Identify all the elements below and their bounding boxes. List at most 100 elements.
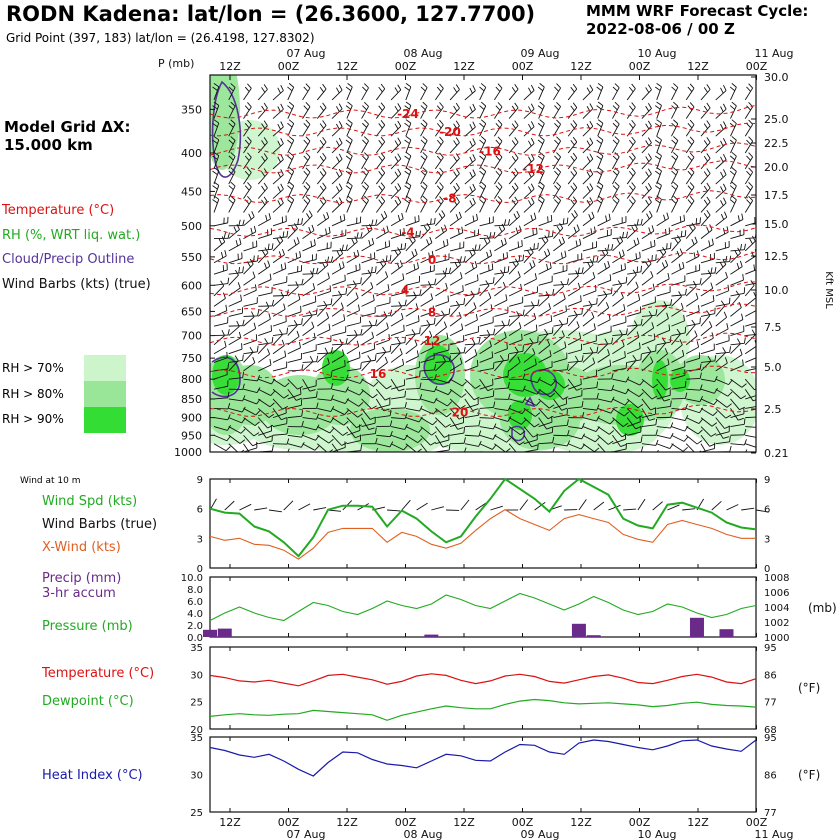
wind-barb-flag	[639, 380, 645, 386]
wind-barb-flag	[746, 139, 751, 145]
wind-barb	[464, 202, 476, 213]
wind-barb-flag	[474, 244, 477, 251]
bottom-date-label: 08 Aug	[404, 828, 443, 840]
wind-barb-flag	[397, 168, 402, 175]
wind-barb	[449, 201, 460, 213]
wind-barb-flag	[404, 155, 410, 160]
wind-barb	[538, 185, 545, 199]
wind-barb	[730, 443, 745, 446]
wind-barb	[317, 303, 332, 307]
wind-barb-flag	[537, 336, 539, 343]
wind-barb-flag	[593, 458, 598, 461]
wind-barb	[361, 398, 372, 410]
wind-barb-flag	[714, 354, 717, 362]
wind-barb-flag	[380, 196, 386, 202]
wind-barb-flag	[254, 284, 257, 291]
wind-barb-flag	[628, 155, 634, 162]
wind-barb-flag	[472, 85, 476, 91]
wind-barb	[671, 374, 686, 380]
wind-barb-flag	[634, 223, 638, 230]
wind-barb	[464, 295, 475, 307]
wind-barb-flag	[554, 170, 559, 176]
wind-barb-flag	[399, 260, 403, 267]
wind-barb	[302, 259, 317, 264]
wind-barb	[331, 280, 346, 286]
wind-barb	[523, 159, 535, 170]
wind-barb	[715, 362, 728, 372]
wind-barb-flag	[591, 211, 595, 218]
wind-barb	[656, 329, 670, 337]
wind-barb-flag	[517, 356, 521, 363]
wind-barb	[568, 434, 582, 440]
wind-barb-flag	[420, 199, 426, 204]
wind-barb	[464, 354, 477, 363]
wind-barb-flag	[469, 106, 473, 113]
wind-barb	[331, 89, 343, 101]
wind-barb	[213, 443, 227, 452]
wind-barb-flag	[263, 102, 268, 109]
wind-barb-flag	[478, 337, 481, 344]
wind-barb	[449, 340, 464, 346]
wind-barb-flag	[624, 400, 630, 406]
wind-barb-flag	[249, 346, 254, 353]
wind-barb-flag	[413, 291, 417, 298]
wind-barb	[494, 156, 503, 170]
wind-barb	[405, 281, 420, 286]
wind-barb	[715, 290, 729, 297]
wind-barb-flag	[667, 272, 670, 280]
wind-barb-flag	[357, 413, 363, 418]
wind-barb-flag	[354, 329, 358, 336]
wind-barb	[376, 231, 389, 239]
wind-barb	[346, 310, 360, 317]
wind-barb-flag	[303, 105, 309, 111]
wind-barb-flag	[614, 101, 620, 107]
wind-barb-flag	[572, 136, 578, 143]
wind-barb	[405, 366, 420, 372]
wind-barb-flag	[537, 199, 544, 204]
wind-barb	[376, 443, 391, 448]
wind-barb-flag	[650, 270, 654, 277]
pressure-axis-title: P (mb)	[158, 57, 194, 70]
wind-barb-flag	[419, 230, 421, 237]
wind-barb	[612, 417, 624, 427]
wind-barb-flag	[236, 320, 240, 327]
wind-barb-flag	[345, 170, 352, 176]
wind-barb-flag	[655, 429, 658, 436]
wind-barb	[302, 301, 316, 307]
wind-barb-flag	[360, 232, 363, 239]
wind-barb-flag	[261, 250, 266, 256]
wind-barb-flag	[488, 292, 492, 299]
wind-barb	[302, 87, 311, 101]
wind-barb	[405, 308, 419, 317]
wind-barb-flag	[529, 262, 533, 269]
top-time-tick-label: 12Z	[336, 60, 358, 73]
wind-barb-flag	[428, 462, 434, 464]
wind-barb-flag	[532, 260, 536, 266]
wind-barb-flag	[726, 226, 729, 233]
wind-barb-flag	[277, 140, 281, 147]
wind-barb	[272, 281, 287, 286]
wind-barb-flag	[511, 199, 516, 206]
wind-barb-flag	[628, 199, 634, 205]
wind-barb-flag	[303, 139, 309, 145]
wind-barb-flag	[230, 181, 236, 187]
temp-right-tick: 77	[764, 698, 777, 709]
wind-barb-flag	[458, 311, 462, 318]
wind-barb-flag	[534, 273, 537, 280]
wind-barb-flag	[580, 378, 582, 385]
wind-barb-flag	[314, 445, 320, 451]
surface-wind-barb	[726, 504, 739, 511]
bottom-time-tick-label: 12Z	[336, 816, 358, 829]
temperature-line	[209, 673, 757, 687]
pressure-right-tick: 1000	[764, 633, 789, 644]
wind-barb-flag	[631, 196, 636, 202]
wind-barb-flag	[537, 122, 544, 128]
wind-barb-flag	[443, 321, 447, 328]
wind-barb	[272, 90, 284, 101]
wind-barb-flag	[463, 298, 466, 305]
wind-barb	[346, 241, 358, 252]
wind-barb-flag	[469, 200, 473, 207]
wind-barb	[715, 351, 730, 355]
wind-barb-flag	[518, 322, 522, 329]
wind-barb	[612, 426, 623, 438]
